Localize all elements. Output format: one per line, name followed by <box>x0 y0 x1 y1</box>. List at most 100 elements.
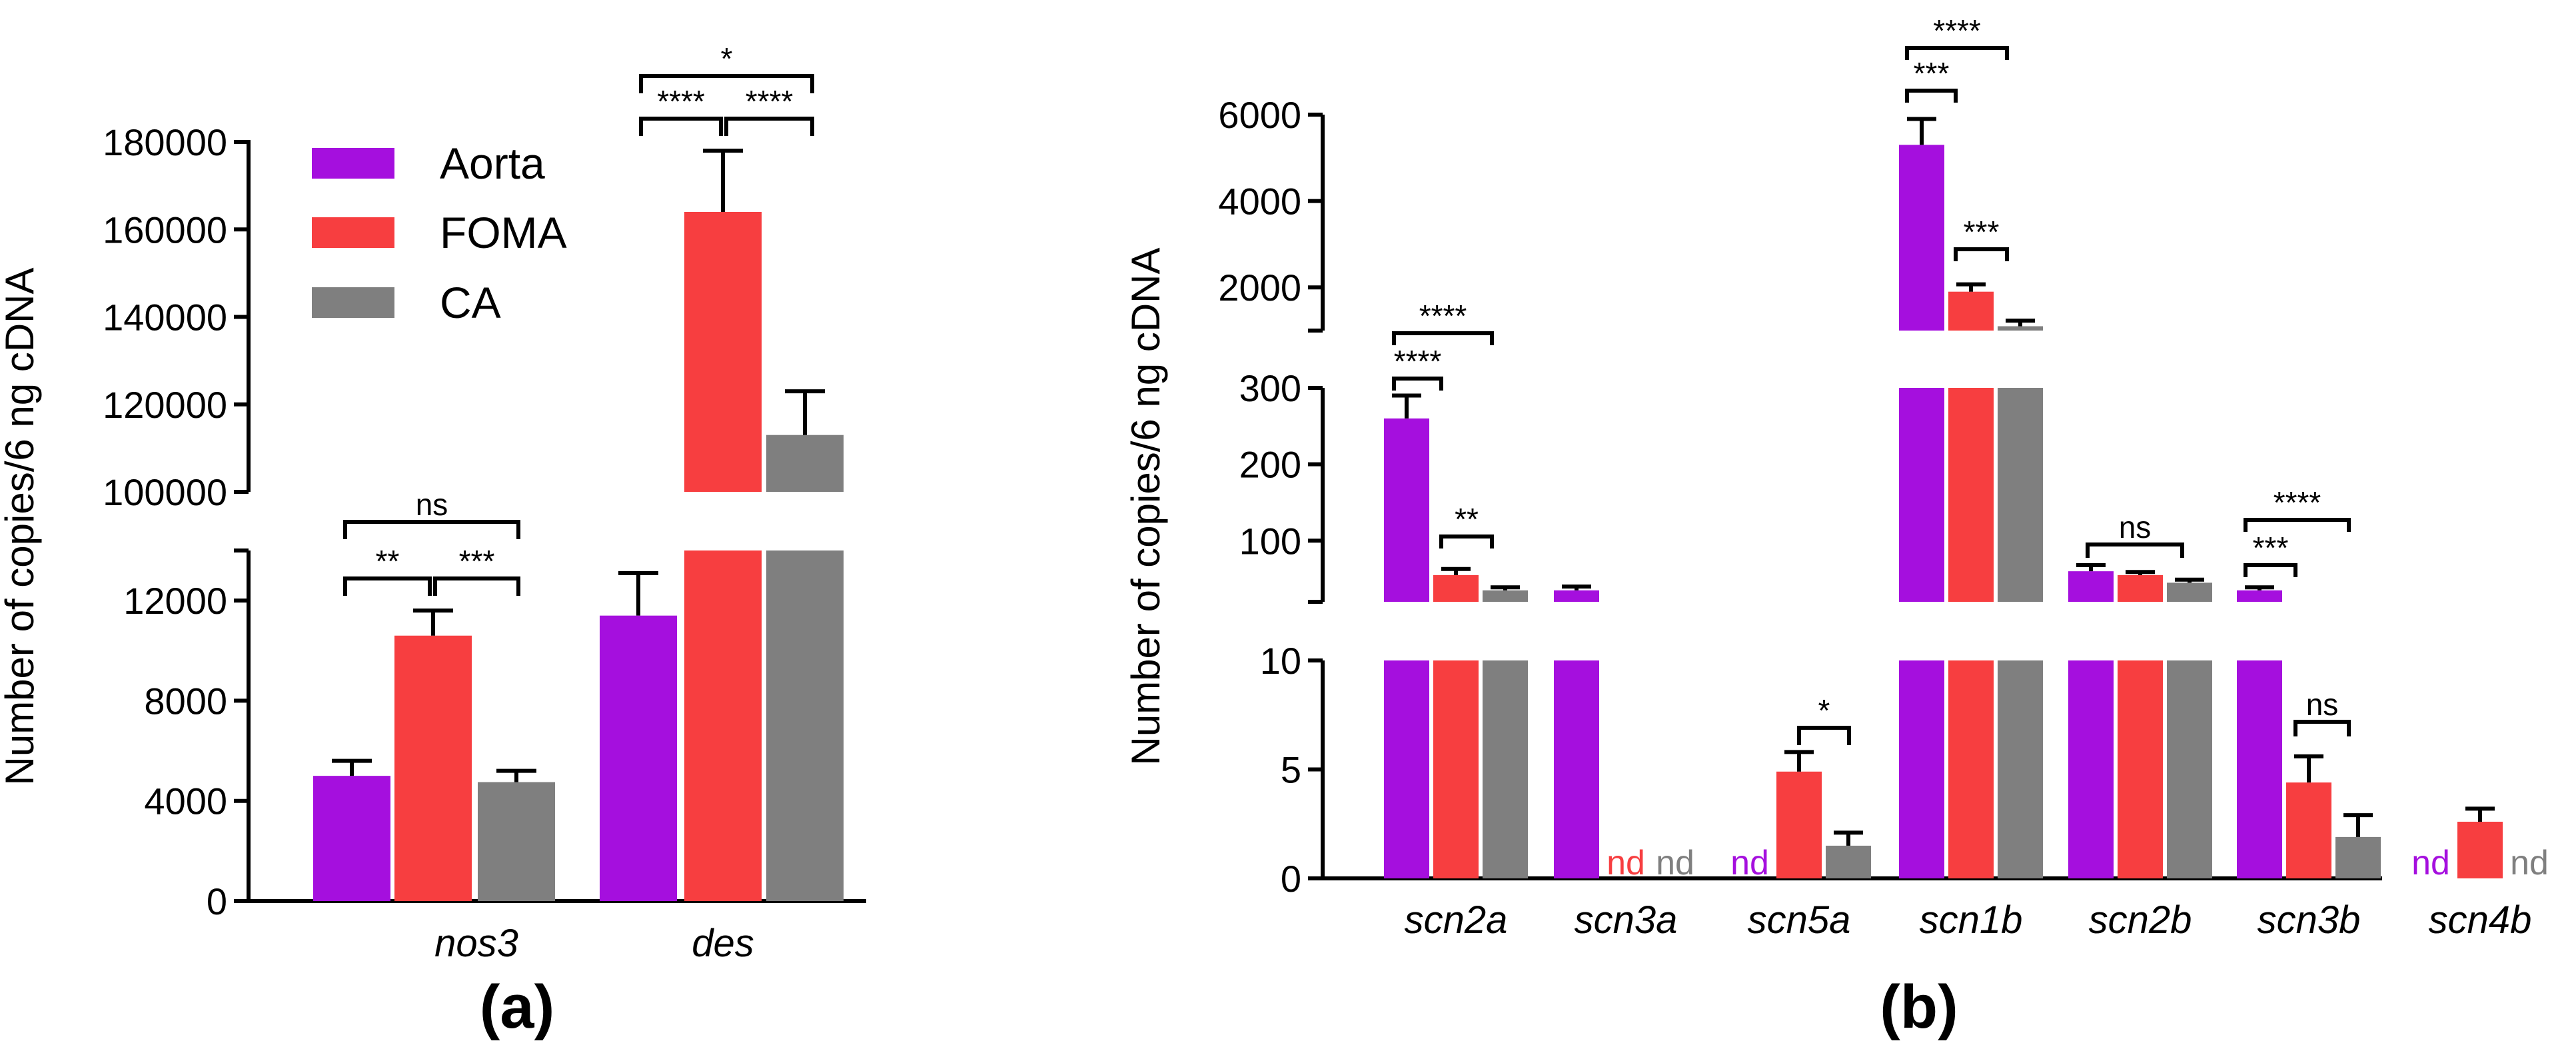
panel-b-category-label: scn3b <box>2257 898 2361 942</box>
panel-b-significance-8-label: *** <box>2253 531 2289 565</box>
panel-b-significance-0-label: **** <box>1394 344 1442 379</box>
panel-a-ytick-label: 140000 <box>103 297 227 339</box>
panel-b-ylabel: Number of copies/6 ng cDNA <box>1123 247 1168 765</box>
bar-aorta-nos3 <box>313 776 390 901</box>
panel-a-ytick-label: 12000 <box>123 580 227 622</box>
bar-foma-scn3b <box>2286 782 2331 878</box>
panel-b-significance-7-label: ns <box>2119 510 2152 544</box>
bar-ca-scn3b <box>2335 836 2381 878</box>
panel-a-category-label: nos3 <box>434 922 518 965</box>
panel-b-significance-5-bracket <box>1905 46 2009 60</box>
panel-a-significance-5-bracket <box>639 74 814 93</box>
panel-a-significance-2-label: ns <box>416 487 448 522</box>
panel-b-ytick-label: 300 <box>1239 367 1301 409</box>
bar-aorta-scn2b-mid <box>2068 571 2114 602</box>
panel-b-label: (b) <box>1880 973 1958 1041</box>
panel-b-significance-2-bracket <box>1439 534 1494 548</box>
bar-foma-scn1b-mid <box>1948 388 1994 602</box>
legend-swatch-foma <box>312 217 394 248</box>
bar-foma-nos3 <box>394 635 472 901</box>
panel-b-category-label: scn3a <box>1575 898 1678 942</box>
panel-b-significance-1-bracket <box>1392 331 1494 345</box>
bar-foma-scn2b-low <box>2118 660 2163 878</box>
panel-a-ytick-label: 180000 <box>103 121 227 163</box>
bar-foma-scn4b <box>2457 821 2503 878</box>
bar-aorta-scn3b-low <box>2237 660 2282 878</box>
panel-b-significance-3-bracket <box>1797 726 1851 745</box>
nd-ca-scn4b: nd <box>2510 844 2549 882</box>
bar-ca-scn2b-low <box>2167 660 2212 878</box>
panel-b-ytick-label: 200 <box>1239 444 1301 486</box>
panel-b-significance-6-bracket <box>1954 247 2009 261</box>
bar-ca-scn1b-mid <box>1998 388 2043 602</box>
panel-b-significance-4-bracket <box>1905 89 1958 103</box>
bar-aorta-scn2a-mid <box>1384 418 1429 602</box>
panel-b-category-label: scn5a <box>1748 898 1851 942</box>
panel-b-ytick-label: 4000 <box>1218 181 1301 223</box>
panel-a-significance-4-label: **** <box>657 84 705 119</box>
bar-aorta-scn3a-low <box>1554 660 1599 878</box>
panel-b-significance-0-bracket <box>1392 377 1443 391</box>
panel-a-category-label: des <box>692 922 754 965</box>
bar-foma-des-lower <box>684 550 762 901</box>
panel-b-significance-5-label: **** <box>1933 13 1981 48</box>
legend-label-ca: CA <box>440 278 501 327</box>
panel-a-significance-2-bracket <box>343 520 520 539</box>
panel-b-significance-9-bracket <box>2244 518 2351 532</box>
panel-a-significance-4-bracket <box>639 117 723 136</box>
panel-b-ytick-label: 5 <box>1281 749 1301 791</box>
panel-a-label: (a) <box>480 973 554 1041</box>
panel-b-ytick-label: 10 <box>1260 640 1301 682</box>
bar-ca-nos3 <box>478 782 555 901</box>
panel-a-significance-5-label: * <box>721 41 733 76</box>
bar-foma-scn5a <box>1776 771 1822 878</box>
panel-b-significance-8-bracket <box>2244 563 2297 577</box>
nd-ca-scn3a: nd <box>1656 844 1694 882</box>
panel-b-significance-1-label: **** <box>1419 299 1467 333</box>
panel-b-ytick-label: 6000 <box>1218 94 1301 136</box>
bar-ca-scn1b-low <box>1998 660 2043 878</box>
panel-a-ytick-label: 0 <box>207 880 227 922</box>
legend-swatch-aorta <box>312 148 394 179</box>
legend-label-aorta: Aorta <box>440 139 545 188</box>
panel-b-significance-3-label: * <box>1818 693 1830 728</box>
bar-aorta-scn3a-mid <box>1554 590 1599 602</box>
bar-ca-scn2a-low <box>1483 660 1528 878</box>
panel-b-significance-6-label: *** <box>1964 215 2000 249</box>
bar-foma-scn2b-mid <box>2118 574 2163 602</box>
panel-a-ytick-label: 4000 <box>144 780 227 822</box>
nd-aorta-scn5a: nd <box>1730 844 1769 882</box>
nd-aorta-scn4b: nd <box>2411 844 2450 882</box>
bar-foma-des-upper <box>684 212 762 492</box>
panel-b-significance-4-label: *** <box>1914 56 1950 91</box>
bar-ca-scn2a-mid <box>1483 590 1528 602</box>
panel-b-significance-9-label: **** <box>2273 485 2321 520</box>
panel-b-category-label: scn2a <box>1405 898 1508 942</box>
legend-label-foma: FOMA <box>440 208 567 257</box>
panel-a-significance-1-label: *** <box>459 544 495 578</box>
bar-aorta-scn1b-high <box>1899 145 1944 331</box>
panel-b-significance-10-bracket <box>2293 720 2351 736</box>
bar-ca-scn5a <box>1826 845 1871 878</box>
bar-ca-des-upper <box>766 435 844 492</box>
bar-foma-scn1b-low <box>1948 660 1994 878</box>
panel-a-ytick-label: 120000 <box>103 384 227 426</box>
panel-a-significance-3-label: **** <box>746 84 794 119</box>
panel-b-ytick-label: 0 <box>1281 858 1301 900</box>
bar-ca-des-lower <box>766 550 844 901</box>
panel-a-significance-0-label: ** <box>376 544 400 578</box>
panel-a-ytick-label: 100000 <box>103 471 227 513</box>
panel-b-significance-2-label: ** <box>1455 502 1479 536</box>
panel-a-ytick-label: 8000 <box>144 680 227 722</box>
panel-b-category-label: scn4b <box>2429 898 2532 942</box>
panel-a-ytick-label: 160000 <box>103 209 227 251</box>
bar-ca-scn2b-mid <box>2167 582 2212 602</box>
bar-aorta-scn2a-low <box>1384 660 1429 878</box>
bar-aorta-scn1b-low <box>1899 660 1944 878</box>
bar-foma-scn2a-low <box>1433 660 1479 878</box>
bar-aorta-scn3b-mid <box>2237 590 2282 602</box>
panel-a-ylabel: Number of copies/6 ng cDNA <box>0 267 42 785</box>
bar-foma-scn1b-high <box>1948 291 1994 331</box>
nd-foma-scn3a: nd <box>1607 844 1645 882</box>
